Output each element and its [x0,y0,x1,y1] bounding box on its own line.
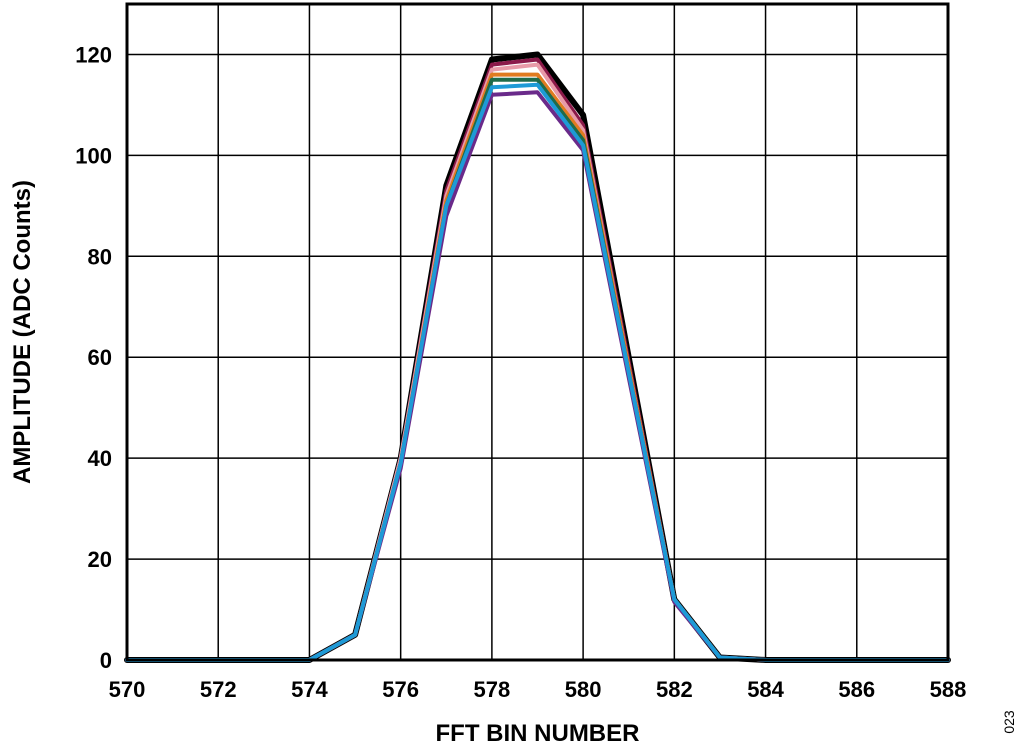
x-tick-label: 570 [109,677,146,702]
series-line-3 [125,62,950,662]
series-line-4 [125,72,950,662]
y-tick-label: 120 [75,42,112,67]
y-tick-label: 60 [88,345,112,370]
y-tick-label: 0 [100,648,112,673]
y-tick-label: 20 [88,547,112,572]
series-line-5 [125,77,950,662]
y-axis-title: AMPLITUDE (ADC Counts) [9,180,36,484]
x-tick-label: 574 [291,677,328,702]
y-tick-label: 80 [88,244,112,269]
series-line-2 [125,57,950,662]
series-line-7 [125,82,950,662]
y-tick-label: 100 [75,143,112,168]
x-tick-label: 584 [747,677,784,702]
x-tick-label: 576 [382,677,419,702]
y-tick-labels: 0 20 40 60 80 100 120 [75,42,112,673]
x-tick-label: 578 [474,677,511,702]
y-tick-label: 40 [88,446,112,471]
plot-frame [125,2,950,662]
x-axis-title: FFT BIN NUMBER [436,720,640,747]
x-tick-label: 586 [838,677,875,702]
x-tick-labels: 570 572 574 576 578 580 582 584 586 588 [109,677,967,702]
x-tick-label: 582 [656,677,693,702]
x-tick-label: 588 [930,677,967,702]
figure-id: 023 [1001,710,1017,734]
grid [126,4,949,661]
x-tick-label: 572 [200,677,237,702]
x-tick-label: 580 [565,677,602,702]
series-line-6 [125,90,950,662]
